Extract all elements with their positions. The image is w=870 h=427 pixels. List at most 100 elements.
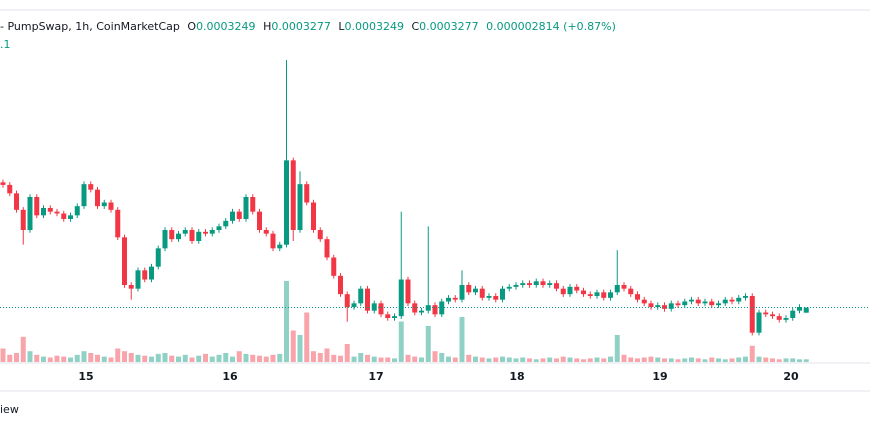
volume-bar [236,351,242,362]
candle-body [419,310,424,313]
volume-bar [20,336,26,362]
legend-header: - PumpSwap, 1h, CoinMarketCap O0.0003249… [0,20,616,33]
candle-body [236,211,242,219]
volume-bar [790,358,796,362]
volume-bar [729,358,735,362]
candle-body [790,310,796,318]
x-tick-label: 16 [222,370,238,383]
candle-body [284,160,289,245]
candle-body [95,189,100,207]
candle-body [446,297,451,302]
candle-body [169,230,175,240]
volume-bar [122,351,127,362]
candle-body [7,184,13,194]
volume-bar [88,353,94,362]
candle-body [763,312,769,315]
candle-body [162,230,168,249]
volume-bar [466,354,472,362]
candle-body [20,209,26,230]
volume-bar [14,353,19,362]
x-tick-label: 19 [652,370,667,383]
volume-bar [365,354,370,362]
candle-body [756,312,762,333]
volume-bar [419,357,424,362]
volume-bar [95,354,100,362]
volume-bar [149,356,154,362]
volume-bar [243,353,249,362]
x-tick-label: 18 [509,370,524,383]
volume-bar [702,359,708,362]
volume-bar [101,356,107,362]
candle-body [385,314,391,318]
candle-body [702,301,708,304]
volume-bar [405,354,411,362]
volume-bar [34,354,40,362]
volume-bar [439,353,445,362]
volume-bar [459,317,465,362]
candle-body [614,285,620,293]
candle-body [331,257,337,276]
volume-bar [263,356,269,362]
volume-bar [668,358,674,362]
candle-body [695,299,701,304]
candle-body [101,202,107,207]
candle-body [297,184,303,230]
footer-text: iew [0,403,19,416]
candle-body [716,303,721,306]
candle-body [797,307,802,311]
candle-body [533,281,539,285]
volume-bar [74,354,80,362]
volume-bar [506,357,512,362]
o-label: O [187,20,196,33]
candle-body [176,233,181,240]
x-tick-label: 15 [78,370,93,383]
candle-body [344,294,350,307]
candle-body [351,303,357,307]
candle-body [189,230,195,241]
o-value: 0.0003249 [196,20,256,33]
volume-bar [682,358,688,362]
candle-body [743,296,748,298]
candle-body [770,314,775,317]
candle-body [196,231,202,241]
volume-bar [203,353,208,362]
candle-body [142,270,148,280]
volume-bar [392,358,397,362]
volume-bar [783,358,789,362]
volume-bar [7,354,13,362]
volume-bar [115,348,121,362]
volume-bar [695,358,701,362]
volume-bar [587,358,593,362]
volume-bar [621,354,627,362]
volume-bar [560,356,566,362]
candle-body [338,275,343,295]
candle-body [398,279,404,317]
volume-bar [344,344,350,362]
candle-body [783,318,789,320]
candle-body [128,285,134,289]
candle-body [648,303,654,307]
volume-bar [689,357,694,362]
change: 0.000002814 (+0.87%) [486,20,616,33]
candle-body [729,299,735,302]
candle-body [675,303,681,306]
volume-bar [155,353,161,362]
volume-bar [338,355,343,362]
volume-bar [189,357,195,362]
candle-body [601,292,607,298]
volume-bar [716,358,721,362]
volume-bar [425,326,431,362]
candle-body [304,184,310,203]
candle-body [567,286,573,295]
candle-body [74,206,80,216]
candle-body [466,285,472,293]
volume-bar [662,358,667,362]
candle-body [405,279,411,304]
volume-bar [324,348,330,362]
candle-body [479,288,485,298]
volume-bar [250,354,256,362]
volume-bar [743,356,748,362]
c-label: C [411,20,419,33]
candle-body [365,288,370,311]
candle-body [736,297,742,302]
